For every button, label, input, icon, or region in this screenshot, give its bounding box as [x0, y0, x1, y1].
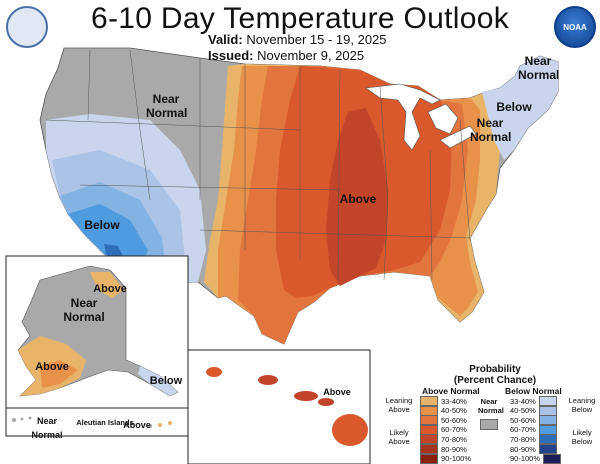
legend-above-row: 60-70% [420, 424, 467, 435]
alaska-below-se [138, 366, 178, 396]
noaa-logo-text: NOAA [563, 22, 587, 32]
legend-below-range: 80-90% [510, 444, 536, 454]
legend-above-header: Above Normal [422, 386, 480, 396]
issued-date: Issued: November 9, 2025 [208, 48, 364, 63]
dept-of-commerce-logo [6, 6, 48, 48]
issued-value: November 9, 2025 [257, 48, 365, 63]
legend-below-range: 90-100% [510, 454, 541, 464]
valid-value: November 15 - 19, 2025 [246, 32, 387, 47]
great-lakes [365, 83, 477, 151]
legend-below-range: 33-40% [510, 396, 536, 406]
legend-title: Probability (Percent Chance) [440, 364, 550, 386]
issued-label: Issued: [208, 48, 254, 63]
legend-above-row: 90-100% [420, 453, 472, 464]
legend-leaning-below: Leaning Below [568, 396, 596, 414]
valid-dates: Valid: November 15 - 19, 2025 [208, 32, 387, 47]
legend-below-row: 50-60% [510, 415, 557, 426]
legend-above-swatch [420, 405, 438, 416]
legend-above-row: 33-40% [420, 396, 467, 406]
legend-above-swatch [420, 424, 438, 435]
legend-below-row: 60-70% [510, 424, 557, 435]
legend-title-line1: Probability [469, 364, 521, 375]
legend-above-range: 40-50% [441, 406, 467, 416]
legend-likely-above: Likely Above [388, 428, 410, 446]
alaska-above-sw-40 [40, 360, 78, 388]
label-near-normal-ne: Near Normal [518, 54, 560, 82]
legend-above-range: 33-40% [441, 396, 467, 406]
legend-below-row: 40-50% [510, 405, 557, 416]
alaska-label-below-se: Below [149, 375, 183, 387]
aleutian-label-above: Above [123, 420, 151, 430]
legend-below-swatch [538, 396, 557, 406]
label-above-center: Above [339, 192, 377, 206]
legend-above-range: 80-90% [441, 444, 467, 454]
alaska-label-above-sw: Above [35, 361, 69, 373]
legend-below-swatch [538, 444, 557, 454]
legend-above-swatch [420, 444, 438, 454]
valid-label: Valid: [208, 32, 243, 47]
legend-above-swatch [420, 396, 438, 406]
legend-below-row: 33-40% [510, 396, 557, 406]
legend-below-row: 70-80% [510, 434, 557, 445]
legend-below-swatch [538, 405, 557, 416]
legend-below-range: 60-70% [510, 425, 536, 435]
noaa-logo: NOAA [554, 6, 596, 48]
legend-above-row: 70-80% [420, 434, 467, 445]
aleutian-inset-frame [5, 407, 189, 437]
ne-below-33 [482, 56, 558, 160]
legend-near-normal-swatch [480, 419, 498, 430]
legend-below-swatch [538, 415, 557, 426]
alaska-label-above-n: Above [93, 283, 127, 295]
legend-above-swatch [420, 434, 438, 445]
legend-below-range: 50-60% [510, 415, 536, 425]
legend-near-normal-label: Near Normal [478, 397, 504, 415]
legend-below-swatch [538, 434, 557, 445]
legend-below-swatch [538, 424, 557, 435]
west-below-60 [68, 204, 148, 268]
legend-leaning-above: Leaning Above [385, 396, 413, 414]
state-lines [45, 49, 471, 281]
alaska-label-near-normal: Near Normal [63, 296, 105, 324]
legend-above-range: 50-60% [441, 415, 467, 425]
hawaii-label-above: Above [323, 387, 351, 397]
page-title: 6-10 Day Temperature Outlook [90, 2, 510, 35]
legend-below-row: 80-90% [510, 444, 557, 454]
label-near-normal-east: Near Normal [470, 116, 512, 144]
legend-below-range: 40-50% [510, 406, 536, 416]
legend-below-range: 70-80% [510, 434, 536, 444]
hawaii-islands [206, 367, 368, 446]
aleutian-label-near-normal: Near Normal [31, 416, 63, 440]
legend-above-swatch [420, 453, 438, 464]
legend-above-row: 80-90% [420, 444, 467, 454]
legend-above-range: 60-70% [441, 425, 467, 435]
legend-above-swatch [420, 415, 438, 426]
legend-near-normal-line1: Near [480, 397, 498, 406]
label-below-sw: Below [84, 218, 120, 232]
hawaii-inset-frame [187, 349, 371, 464]
legend-above-range: 70-80% [441, 434, 467, 444]
label-near-normal-west: Near Normal [146, 92, 188, 120]
legend-likely-below: Likely Below [571, 428, 593, 446]
legend-below-swatch [543, 453, 562, 464]
legend-above-row: 50-60% [420, 415, 467, 426]
aleutian-islands-shapes [12, 416, 172, 428]
alaska-above-n [90, 272, 124, 298]
legend-title-line2: (Percent Chance) [453, 375, 537, 386]
legend-near-normal-line2: Normal [478, 406, 504, 415]
legend-above-range: 90-100% [441, 454, 472, 464]
legend-below-row: 90-100% [510, 453, 562, 464]
legend-below-header: Below Normal [505, 386, 562, 396]
legend-above-row: 40-50% [420, 405, 467, 416]
label-below-ne: Below [496, 100, 532, 114]
aleutian-islands-name: Aleutian Islands [76, 418, 134, 427]
east-above-70 [326, 108, 388, 286]
